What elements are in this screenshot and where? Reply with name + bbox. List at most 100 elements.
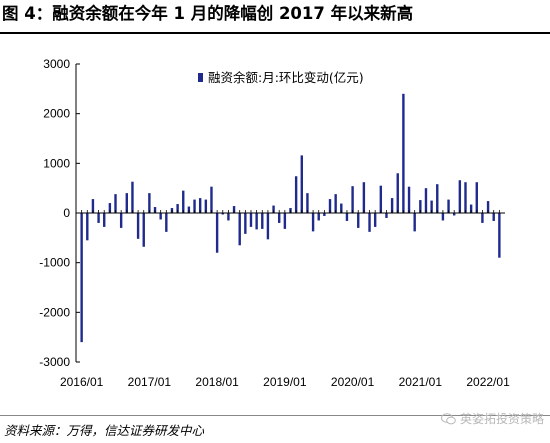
chart-title: 图 4：融资余额在今年 1 月的降幅创 2017 年以来新高 [2,4,414,23]
bar [464,182,467,213]
source-rule [0,415,550,416]
bar [182,190,185,213]
bar [148,193,151,213]
bar [430,200,433,213]
bar [165,213,168,232]
bar [351,186,354,213]
bar [278,213,281,223]
wechat-icon [440,412,456,424]
bar [142,213,145,247]
bar [402,93,405,213]
bar [193,199,196,213]
bar [232,206,236,213]
bar [103,213,106,227]
bar [215,213,219,253]
bar [486,201,490,213]
bar [419,200,422,213]
bar [86,213,89,241]
bar [266,213,270,240]
y-tick-label: 0 [63,206,70,220]
y-tick-label: -1000 [39,256,70,270]
bars-group [80,93,501,343]
bar [80,213,83,343]
bar [311,213,315,232]
title-rule [0,32,550,34]
bar [385,213,388,218]
chart-legend: 融资余额:月:环比变动(亿元) [198,70,364,85]
bar-chart: 3000 2000 1000 0 -1000 -2000 -3000 2016/01 2017… [39,57,510,389]
bar [198,198,202,213]
bar [436,184,439,213]
bar [244,213,247,234]
bar [125,193,128,213]
bar [492,213,495,221]
bar [204,199,208,213]
bar [187,206,191,213]
bar [373,213,377,227]
x-axis: 2016/01 2017/01 2018/01 2019/01 2020/01 2021/… [60,210,510,389]
bar [362,182,366,213]
legend-swatch [198,73,203,82]
y-tick-label: -3000 [39,355,70,369]
x-tick-label: 2018/01 [195,375,239,389]
y-tick-label: 1000 [43,156,70,170]
bar [108,203,112,213]
x-tick-label: 2017/01 [128,375,172,389]
x-tick-label: 2021/01 [399,375,443,389]
bar [328,199,332,213]
bar [498,213,501,258]
bar [300,155,303,213]
x-tick-label: 2020/01 [331,375,375,389]
bar [317,213,320,221]
bar [249,213,253,227]
bar [357,213,360,228]
bar [379,185,383,213]
y-tick-label: 3000 [43,57,70,71]
bar [227,213,230,221]
bar [221,213,224,215]
bar [453,213,456,216]
x-tick-label: 2019/01 [263,375,307,389]
bar [424,188,428,213]
bar [458,180,462,213]
bar [294,176,298,213]
bar [469,204,473,213]
bar [396,173,399,213]
bar [306,193,309,213]
bar [283,213,287,229]
bar [413,213,416,232]
bar [176,204,179,213]
x-tick-label: 2016/01 [60,375,104,389]
bar [475,182,478,213]
y-axis: 3000 2000 1000 0 -1000 -2000 -3000 [39,57,80,369]
bar [323,213,326,216]
bar [407,186,411,213]
bar [340,203,343,213]
watermark-label: 英姿拓投资策略 [459,412,544,426]
bar [481,213,484,223]
bar [272,205,275,213]
x-tick-label: 2022/01 [466,375,510,389]
bar [114,194,117,213]
bar [390,198,394,213]
bar [441,213,445,221]
bar [238,213,241,246]
bar [97,213,100,223]
bar [159,213,162,220]
legend-label: 融资余额:月:环比变动(亿元) [208,70,364,85]
bar [255,213,258,230]
bar [210,186,213,213]
bar [91,199,95,213]
bar [334,194,337,213]
bar [368,213,371,232]
y-tick-label: 2000 [43,107,70,121]
bar [136,213,140,239]
bar [261,213,264,229]
y-tick-label: -2000 [39,305,70,319]
source-note: 资料来源：万得，信达证券研发中心 [4,423,205,438]
watermark: 英姿拓投资策略 [440,410,544,427]
bar [119,213,123,228]
bar [131,181,134,213]
bar [345,213,349,221]
bar [447,199,450,213]
